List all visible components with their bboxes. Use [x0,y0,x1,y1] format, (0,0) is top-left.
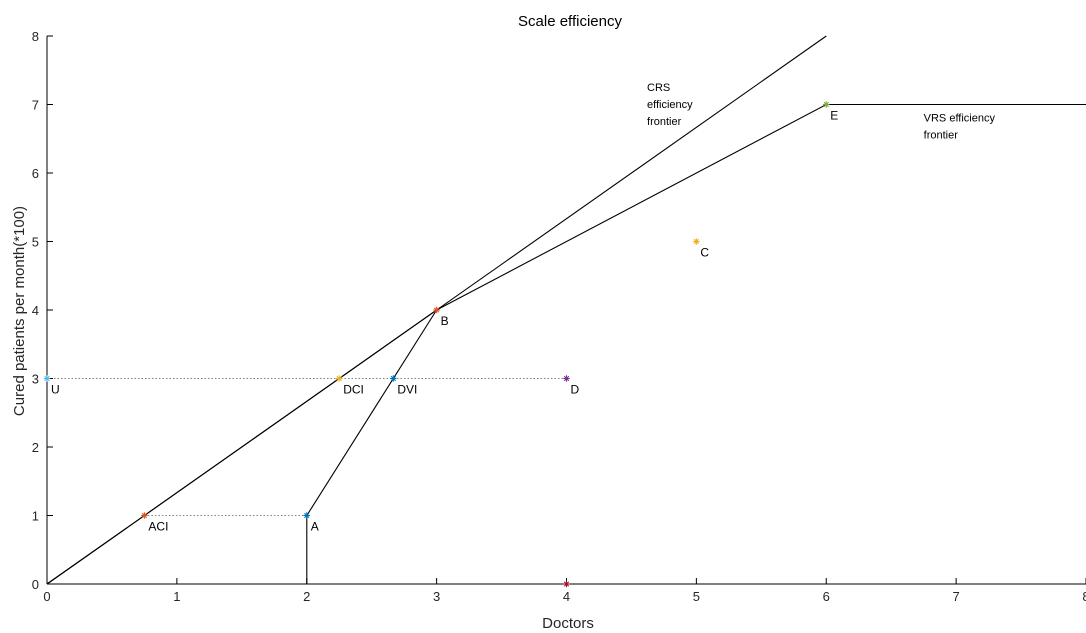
y-tick-label: 4 [32,303,39,318]
y-tick-label: 5 [32,235,39,250]
point-label: DVI [397,383,417,397]
point-label: DCI [343,383,364,397]
plot-annotations: CRS efficiency frontier VRS efficiency front… [647,82,995,142]
data-point [563,580,570,588]
data-point-d [563,375,570,382]
point-label: A [311,520,319,534]
data-point-a [303,512,310,519]
vrs-lower-segment [306,309,438,584]
y-tick-label: 6 [32,166,39,181]
x-tick-label: 7 [953,589,960,604]
y-tick-label: 8 [32,29,39,44]
point-label: E [830,109,838,123]
point-label: C [700,246,709,260]
data-point-dci [336,375,343,382]
x-tick-label: 6 [823,589,830,604]
y-axis-title: Cured patients per month(*100) [11,206,28,416]
data-point-dvi [390,375,397,382]
x-tick-label: 3 [433,589,440,604]
x-axis-title: Doctors [542,615,594,632]
y-tick-label: 1 [32,509,39,524]
data-point-c [693,238,700,245]
x-tick-label: 1 [173,589,180,604]
x-tick-label: 8 [1082,589,1086,604]
y-tick-label: 0 [32,577,39,592]
point-label: ACI [148,520,168,534]
data-point-u [43,375,51,382]
data-point-aci [141,512,148,519]
data-point-b [433,306,440,314]
x-tick-label: 2 [303,589,310,604]
vrs-frontier [46,103,1086,585]
point-label: U [51,383,60,397]
y-tick-label: 7 [32,98,39,113]
plot-points: A B C D E U ACI DCI DVI [43,101,838,588]
x-tick-label: 5 [693,589,700,604]
point-label: B [441,314,449,328]
point-label: D [571,383,580,397]
vrs-label: VRS efficiency frontier [924,113,996,142]
crs-label: CRS efficiency frontier [647,82,693,128]
x-tick-label: 4 [563,589,570,604]
y-tick-label: 2 [32,440,39,455]
y-tick-label: 3 [32,372,39,387]
x-tick-label: 0 [43,589,50,604]
data-point-e [823,101,830,108]
chart-title: Scale efficiency [518,13,622,30]
